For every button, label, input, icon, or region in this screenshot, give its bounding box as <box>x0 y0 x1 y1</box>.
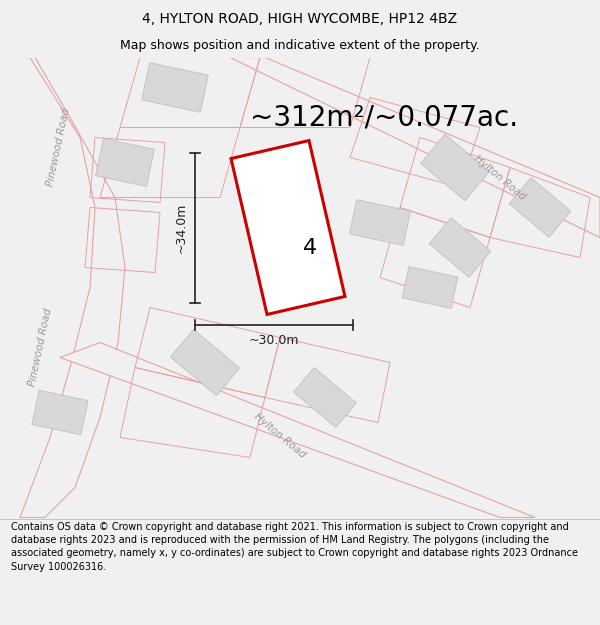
Polygon shape <box>421 134 490 201</box>
Polygon shape <box>509 177 571 238</box>
Polygon shape <box>95 139 154 186</box>
Polygon shape <box>32 390 88 435</box>
Text: Pinewood Road: Pinewood Road <box>27 308 53 388</box>
Polygon shape <box>429 217 491 278</box>
Text: Hylton Road: Hylton Road <box>253 411 308 460</box>
Polygon shape <box>231 141 345 314</box>
Polygon shape <box>60 342 535 518</box>
Text: 4: 4 <box>303 238 317 258</box>
Text: ~30.0m: ~30.0m <box>249 334 299 347</box>
Polygon shape <box>230 58 600 238</box>
Text: 4, HYLTON ROAD, HIGH WYCOMBE, HP12 4BZ: 4, HYLTON ROAD, HIGH WYCOMBE, HP12 4BZ <box>142 12 458 26</box>
Polygon shape <box>349 199 410 246</box>
Text: Contains OS data © Crown copyright and database right 2021. This information is : Contains OS data © Crown copyright and d… <box>11 522 578 571</box>
Text: ~312m²/~0.077ac.: ~312m²/~0.077ac. <box>250 104 518 131</box>
Text: ~34.0m: ~34.0m <box>175 202 187 252</box>
Text: Pinewood Road: Pinewood Road <box>45 107 71 188</box>
Polygon shape <box>402 267 458 308</box>
Polygon shape <box>142 62 208 112</box>
Text: Map shows position and indicative extent of the property.: Map shows position and indicative extent… <box>120 39 480 52</box>
Polygon shape <box>0 58 125 518</box>
Polygon shape <box>293 368 356 428</box>
Text: Hylton Road: Hylton Road <box>472 153 527 202</box>
Polygon shape <box>170 329 239 396</box>
